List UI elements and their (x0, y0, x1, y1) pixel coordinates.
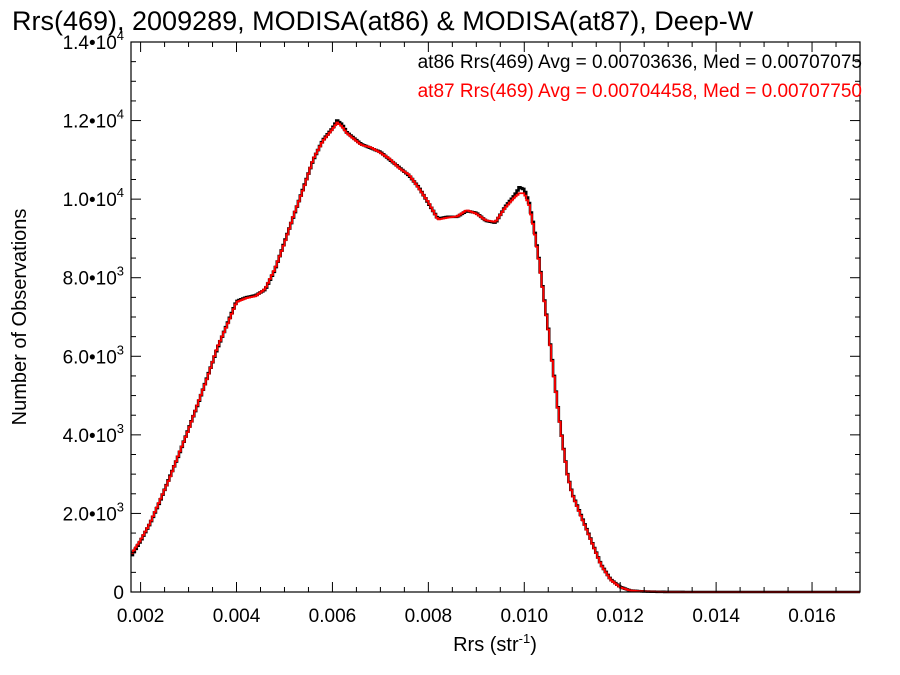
x-axis-label-main: Rrs (str (453, 634, 519, 656)
x-tick-label: 0.006 (309, 606, 357, 627)
y-tick-mantissa: 0 (113, 583, 124, 604)
y-tick-exponent: 4 (117, 28, 124, 43)
y-tick-exponent: 4 (117, 185, 124, 200)
y-tick-exponent: 3 (117, 421, 124, 436)
y-tick-label: 4.0•103 (63, 421, 124, 447)
y-tick-exponent: 3 (117, 342, 124, 357)
annotation-at87: at87 Rrs(469) Avg = 0.00704458, Med = 0.… (418, 81, 862, 102)
series-layer (131, 119, 860, 594)
y-tick-mantissa: 6.0•10 (63, 347, 117, 368)
y-tick-label: 0 (113, 583, 124, 604)
x-axis-label-sup: -1 (519, 631, 531, 646)
x-axis-ticks: 0.002 0.004 0.006 0.008 0.010 0.012 0.014 0.016 (117, 42, 861, 627)
x-tick-label: 0.012 (596, 606, 644, 627)
y-tick-label: 1.4•104 (63, 28, 124, 54)
y-tick-label: 8.0•103 (63, 264, 124, 290)
x-axis-label: Rrs (str-1) (453, 631, 537, 656)
y-tick-label: 6.0•103 (63, 342, 124, 368)
y-tick-mantissa: 2.0•10 (63, 504, 117, 525)
x-tick-label: 0.002 (117, 606, 165, 627)
series-line-1 (131, 121, 860, 593)
y-tick-mantissa: 4.0•10 (63, 426, 117, 447)
y-tick-exponent: 3 (117, 499, 124, 514)
y-tick-exponent: 3 (117, 264, 124, 279)
y-tick-mantissa: 8.0•10 (63, 269, 117, 290)
y-tick-mantissa: 1.0•10 (63, 190, 117, 211)
x-tick-label: 0.004 (213, 606, 261, 627)
annotation-at86: at86 Rrs(469) Avg = 0.00703636, Med = 0.… (418, 52, 862, 73)
y-axis-ticks: 02.0•1034.0•1036.0•1038.0•1031.0•1041.2•… (63, 28, 860, 604)
y-tick-label: 2.0•103 (63, 499, 124, 525)
y-axis-label: Number of Observations (9, 209, 31, 426)
x-tick-label: 0.014 (692, 606, 740, 627)
y-tick-mantissa: 1.4•10 (63, 33, 117, 54)
x-tick-label: 0.008 (405, 606, 453, 627)
y-tick-exponent: 4 (117, 107, 124, 122)
x-tick-label: 0.016 (788, 606, 836, 627)
y-tick-label: 1.2•104 (63, 107, 124, 133)
plot-frame (130, 41, 861, 593)
x-tick-label: 0.010 (501, 606, 549, 627)
chart-title: Rrs(469), 2009289, MODISA(at86) & MODISA… (12, 6, 754, 36)
y-tick-mantissa: 1.2•10 (63, 112, 117, 133)
series-line-0 (131, 119, 860, 594)
y-tick-label: 1.0•104 (63, 185, 124, 211)
x-axis-label-end: ) (530, 634, 537, 656)
